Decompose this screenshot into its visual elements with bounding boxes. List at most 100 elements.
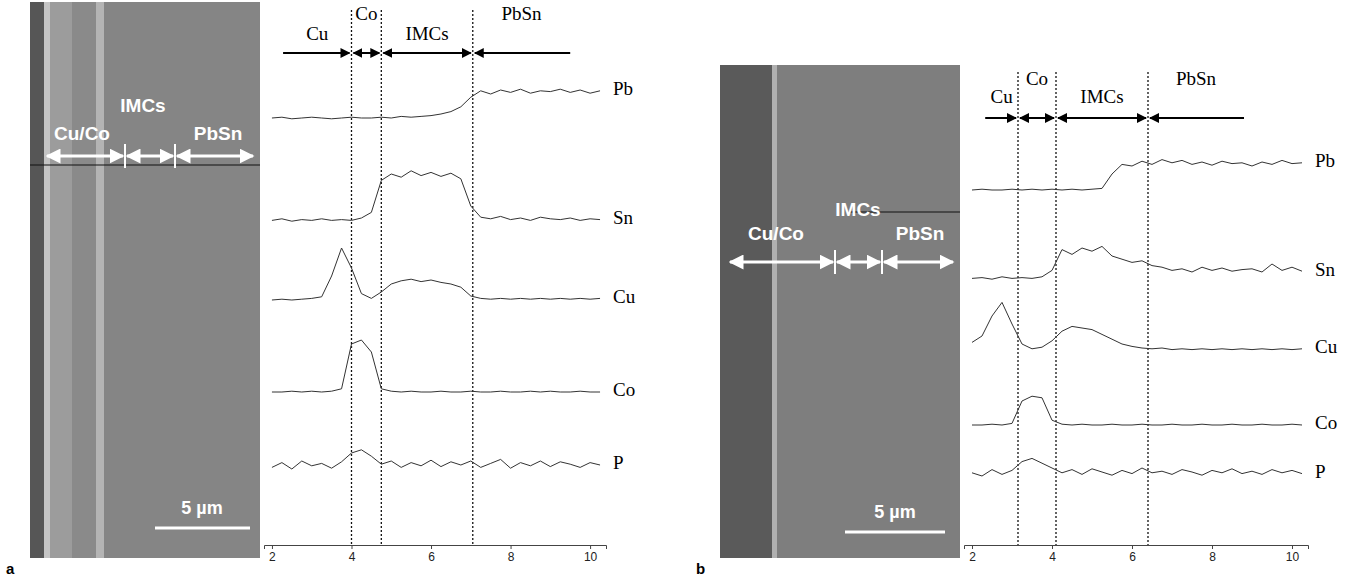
tick-mark bbox=[1052, 545, 1053, 549]
profile-line bbox=[272, 450, 600, 469]
tick-label: 2 bbox=[969, 550, 976, 564]
x-axis: 2 4 6 8 10 bbox=[265, 545, 607, 564]
figure: Cu/CoIMCsPbSn5 µm246810CuCoIMCsPbSnPbSnC… bbox=[0, 0, 1351, 580]
tick-mark bbox=[1132, 545, 1133, 549]
series-label: P bbox=[613, 452, 624, 473]
micrograph-region bbox=[772, 65, 777, 558]
region-label: IMCs bbox=[120, 95, 165, 116]
region-arrow bbox=[837, 261, 880, 264]
tick-label: 6 bbox=[428, 550, 435, 564]
region-arrow bbox=[177, 155, 253, 158]
boundary-line bbox=[1147, 72, 1148, 545]
tick-label: 10 bbox=[1286, 550, 1300, 564]
series-label: Pb bbox=[1315, 150, 1335, 171]
region-arrow bbox=[47, 155, 123, 158]
tick-mark bbox=[1292, 545, 1293, 549]
micrograph-region bbox=[96, 2, 104, 558]
zone-label: IMCs bbox=[405, 23, 448, 44]
series-label: P bbox=[1315, 461, 1326, 482]
tick-mark bbox=[590, 545, 591, 549]
tick: 8 bbox=[1209, 545, 1216, 564]
region-label: Cu/Co bbox=[54, 123, 110, 144]
profile-line bbox=[972, 396, 1302, 425]
region-divider bbox=[881, 250, 883, 274]
series-label: Cu bbox=[613, 286, 636, 307]
profile-line bbox=[272, 89, 600, 119]
tick: 4 bbox=[349, 545, 356, 564]
profile-line bbox=[972, 302, 1302, 349]
profile-line bbox=[972, 246, 1302, 279]
micrograph-region bbox=[30, 2, 44, 558]
region-arrow bbox=[884, 261, 953, 264]
plot-area bbox=[272, 89, 600, 469]
profile-line bbox=[272, 340, 600, 392]
panel-letter: b bbox=[696, 560, 705, 577]
tick: 6 bbox=[428, 545, 435, 564]
region-arrow bbox=[730, 261, 833, 264]
panel: Cu/CoIMCsPbSn5 µm246810CuCoIMCsPbSnPbSnC… bbox=[696, 65, 1338, 577]
zone-label: PbSn bbox=[501, 3, 542, 24]
boundary-line bbox=[472, 10, 473, 545]
boundary-line bbox=[351, 10, 352, 545]
micrograph-region bbox=[72, 2, 96, 558]
zone-arrow bbox=[475, 52, 570, 54]
region-label: PbSn bbox=[896, 223, 945, 244]
profile-line bbox=[972, 160, 1302, 190]
series-label: Sn bbox=[1315, 259, 1336, 280]
tick: 4 bbox=[1049, 545, 1056, 564]
region-label: Cu/Co bbox=[748, 223, 804, 244]
axis-line bbox=[965, 546, 1309, 550]
zone-arrow bbox=[283, 52, 349, 54]
series-label: Co bbox=[613, 379, 635, 400]
zone-label: Co bbox=[355, 3, 377, 24]
tick-label: 6 bbox=[1129, 550, 1136, 564]
micrograph-region bbox=[104, 2, 260, 558]
zone-arrow bbox=[383, 52, 470, 54]
region-label: IMCs bbox=[835, 199, 880, 220]
tick-label: 2 bbox=[269, 550, 276, 564]
series-label: Cu bbox=[1315, 336, 1338, 357]
tick-mark bbox=[972, 545, 973, 549]
zone-label: IMCs bbox=[1080, 86, 1123, 107]
boundary-line bbox=[1017, 72, 1018, 545]
region-arrow bbox=[127, 155, 173, 158]
zone-arrow bbox=[1058, 117, 1146, 119]
zone-arrow bbox=[985, 117, 1016, 119]
profile-line bbox=[272, 248, 600, 300]
region-divider bbox=[174, 144, 176, 168]
scale-bar-label: 5 µm bbox=[874, 502, 915, 522]
zone-label: Cu bbox=[991, 86, 1014, 107]
micrograph-line bbox=[30, 164, 260, 165]
plot-area bbox=[972, 160, 1302, 476]
tick-label: 8 bbox=[508, 550, 515, 564]
region-divider bbox=[124, 144, 126, 168]
zone-label: PbSn bbox=[1176, 68, 1217, 89]
scale-bar-label: 5 µm bbox=[181, 498, 222, 518]
tick-mark bbox=[351, 545, 352, 549]
series-label: Co bbox=[1315, 412, 1337, 433]
tick: 10 bbox=[584, 545, 598, 564]
boundary-line bbox=[1055, 72, 1056, 545]
zone-label: Cu bbox=[306, 23, 329, 44]
micrograph: Cu/Co IMCs PbSn 5 µm bbox=[30, 2, 260, 558]
panel: Cu/CoIMCsPbSn5 µm246810CuCoIMCsPbSnPbSnC… bbox=[6, 2, 636, 577]
tick-mark bbox=[1212, 545, 1213, 549]
tick-label: 8 bbox=[1209, 550, 1216, 564]
zone-label: Co bbox=[1026, 68, 1048, 89]
zone-arrow bbox=[1150, 117, 1244, 119]
tick: 8 bbox=[508, 545, 515, 564]
tick-mark bbox=[511, 545, 512, 549]
series-label: Sn bbox=[613, 207, 634, 228]
tick-label: 4 bbox=[1049, 550, 1056, 564]
series-label: Pb bbox=[613, 78, 633, 99]
micrograph-region bbox=[50, 2, 72, 558]
x-axis: 2 4 6 8 10 bbox=[965, 545, 1309, 564]
profile-line bbox=[272, 171, 600, 221]
region-label: PbSn bbox=[194, 123, 243, 144]
tick-label: 4 bbox=[349, 550, 356, 564]
zone-arrow bbox=[353, 52, 379, 54]
tick: 10 bbox=[1286, 545, 1300, 564]
micrograph: Cu/Co IMCs PbSn 5 µm bbox=[720, 65, 960, 558]
micrograph-region bbox=[720, 65, 772, 558]
tick-mark bbox=[431, 545, 432, 549]
